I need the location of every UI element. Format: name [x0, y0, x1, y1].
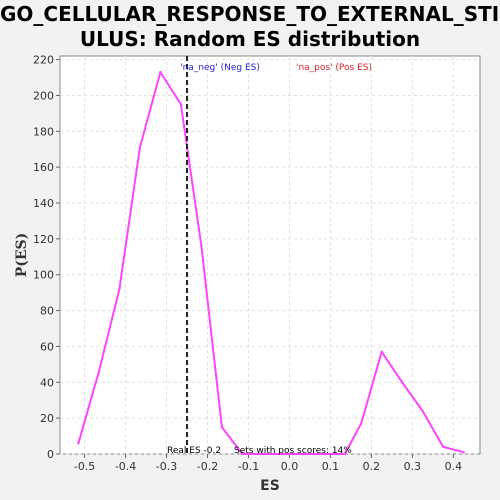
- data-point: [200, 244, 203, 248]
- y-tick-label: 140: [33, 197, 54, 210]
- data-point: [400, 381, 404, 384]
- data-point: [261, 452, 265, 456]
- x-axis-ticks: -0.5 -0.4 -0.3 -0.2 -0.1 0.0 0.1 0.2 0.3 0.4: [74, 454, 462, 473]
- y-tick-label: 40: [40, 376, 54, 389]
- data-point: [441, 445, 445, 449]
- x-tick-label: 0.0: [281, 460, 299, 473]
- data-point: [220, 425, 224, 429]
- x-axis-label: ES: [260, 478, 280, 494]
- series-line: [77, 71, 464, 455]
- y-tick-label: 220: [33, 54, 54, 67]
- x-tick-label: -0.5: [74, 460, 95, 473]
- chart-title: GO_CELLULAR_RESPONSE_TO_EXTERNAL_STIM UL…: [0, 2, 500, 52]
- x-tick-label: -0.1: [238, 460, 259, 473]
- x-tick-label: -0.4: [115, 460, 136, 473]
- x-tick-label: 0.4: [445, 460, 463, 473]
- y-axis-ticks: 0 20 40 60 80 100 120 140 160 180 200 220: [33, 54, 60, 461]
- data-point: [159, 70, 162, 74]
- y-tick-label: 0: [47, 448, 54, 461]
- chart-title-line-2: ULUS: Random ES distribution: [79, 27, 421, 51]
- data-point: [241, 452, 244, 456]
- data-point: [97, 370, 101, 373]
- data-point: [359, 422, 363, 425]
- y-tick-label: 180: [33, 125, 54, 138]
- real-es-annotation: Real ES -0.2: [167, 446, 221, 456]
- data-point: [380, 350, 383, 354]
- neg-es-label: 'na_neg' (Neg ES): [180, 63, 260, 73]
- pos-es-label: 'na_pos' (Pos ES): [296, 63, 372, 73]
- y-tick-label: 80: [40, 305, 54, 318]
- data-point: [77, 442, 80, 445]
- plot-area: [59, 55, 481, 455]
- y-axis-label: P(ES): [14, 233, 30, 278]
- data-point: [282, 452, 285, 456]
- y-tick-label: 60: [40, 340, 54, 353]
- data-point: [302, 452, 306, 456]
- data-point: [462, 451, 465, 454]
- chart-title-line-1: GO_CELLULAR_RESPONSE_TO_EXTERNAL_STIM: [0, 2, 500, 26]
- x-tick-label: 0.3: [404, 460, 422, 473]
- series-layer: [77, 70, 465, 456]
- data-point: [118, 287, 121, 291]
- y-tick-label: 20: [40, 412, 54, 425]
- data-point: [343, 452, 346, 456]
- data-point: [421, 409, 424, 413]
- x-tick-label: -0.3: [156, 460, 177, 473]
- x-tick-label: -0.2: [197, 460, 218, 473]
- data-point: [323, 452, 326, 456]
- y-tick-label: 120: [33, 233, 54, 246]
- pos-scores-annotation: Sets with pos scores: 14%: [234, 446, 352, 456]
- y-tick-label: 160: [33, 161, 54, 174]
- data-point: [179, 103, 183, 106]
- y-tick-label: 100: [33, 269, 54, 282]
- y-tick-label: 200: [33, 89, 54, 102]
- x-tick-label: 0.2: [363, 460, 381, 473]
- x-tick-label: 0.1: [322, 460, 340, 473]
- data-point: [138, 146, 142, 149]
